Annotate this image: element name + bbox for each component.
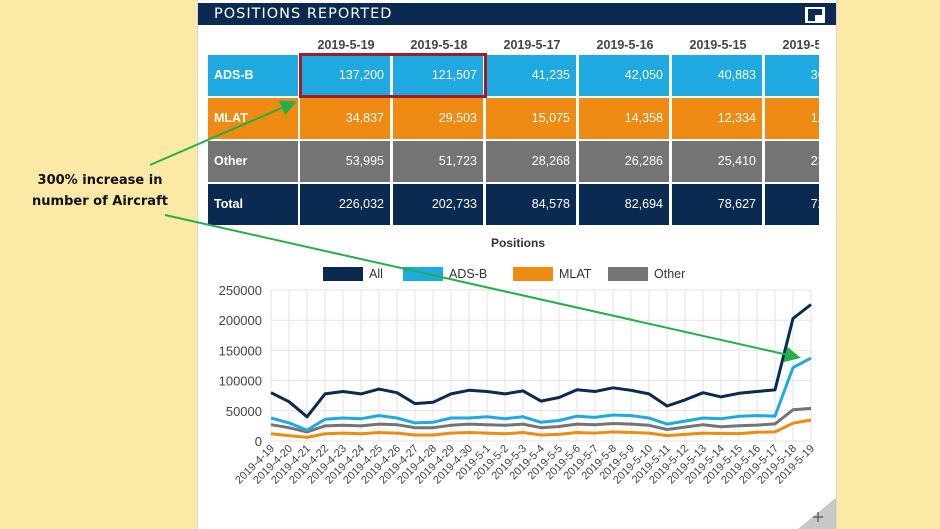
positions-line-chart: 2500002000001500001000005000002019-4-192… (219, 283, 818, 487)
highlight-box (299, 53, 487, 98)
positions-panel: POSITIONS REPORTED 2019-5-19 2019-5-18 201… (197, 0, 837, 529)
table-cell: 15,075 (486, 98, 576, 139)
y-tick-label: 50000 (226, 404, 262, 419)
table-cell: 12,450 (765, 98, 819, 139)
table-cell: 41,235 (486, 55, 576, 96)
positions-table: 2019-5-19 2019-5-18 2019-5-17 2019-5-16 2019… (208, 32, 819, 226)
table-cell: 121,507 (393, 55, 483, 96)
y-tick-label: 150000 (219, 343, 262, 358)
date-header: 2019-5-18 (410, 38, 468, 52)
row-label: ADS-B (208, 55, 298, 96)
table-cell: 34,837 (300, 98, 390, 139)
table-cell: 51,723 (393, 141, 483, 182)
date-header: 2019-5-14 (782, 38, 820, 52)
annotation-text: 300% increase in number of Aircraft (20, 170, 180, 212)
table-row: ADS-B137,200121,50741,23542,05040,88336,… (208, 55, 819, 96)
table-cell: 36,975 (765, 55, 819, 96)
date-header: 2019-5-15 (689, 38, 747, 52)
table-cell: 29,503 (393, 98, 483, 139)
table-cell: 12,334 (672, 98, 762, 139)
table-cell: 40,883 (672, 55, 762, 96)
table-cell: 23,510 (765, 141, 819, 182)
table-cell: 42,050 (579, 55, 669, 96)
expand-button[interactable] (804, 6, 826, 24)
resize-handle[interactable] (798, 496, 837, 529)
y-tick-label: 100000 (219, 374, 262, 389)
y-tick-label: 200000 (219, 313, 262, 328)
annotation-line-1: 300% increase in (37, 173, 163, 188)
series-line-all (270, 303, 812, 419)
table-cell: 137,200 (300, 55, 390, 96)
date-header-row: 2019-5-19 2019-5-18 2019-5-17 2019-5-16 2019… (208, 32, 820, 54)
panel-title: POSITIONS REPORTED (214, 6, 393, 22)
table-cell: 26,286 (579, 141, 669, 182)
date-header: 2019-5-16 (596, 38, 654, 52)
series-line-other (270, 406, 812, 434)
date-header: 2019-5-17 (503, 38, 561, 52)
date-header: 2019-5-19 (317, 38, 375, 52)
table-cell: 25,410 (672, 141, 762, 182)
series-line-mlat (270, 418, 812, 439)
expand-icon (808, 9, 822, 21)
move-icon (813, 512, 823, 522)
table-cell: 53,995 (300, 141, 390, 182)
y-tick-label: 0 (255, 434, 262, 449)
panel-header: POSITIONS REPORTED (198, 3, 836, 25)
table-cell: 14,358 (579, 98, 669, 139)
table-cell: 28,268 (486, 141, 576, 182)
annotation-line-2: number of Aircraft (32, 194, 168, 209)
y-tick-label: 250000 (219, 283, 262, 298)
series-line-ads-b (270, 356, 812, 432)
